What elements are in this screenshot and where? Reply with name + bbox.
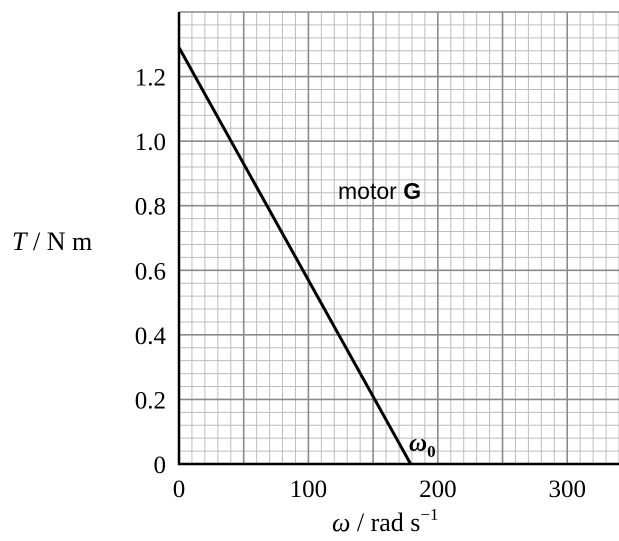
- y-axis-label-symbol: T: [12, 227, 28, 256]
- data-series: [177, 46, 412, 465]
- x-axis-label-symbol: ω: [332, 508, 350, 537]
- motor-label-prefix: motor: [338, 178, 403, 204]
- y-tick-label: 1.2: [135, 65, 166, 92]
- y-tick-label: 0.6: [135, 258, 166, 285]
- y-axis-label: T / N m: [12, 227, 92, 256]
- motor-g-line: [177, 46, 412, 465]
- x-tick-label: 0: [173, 476, 186, 503]
- motor-label-letter: G: [403, 178, 421, 204]
- x-tick-label: 200: [419, 476, 457, 503]
- omega0-symbol: ω: [409, 430, 427, 457]
- minor-grid: [179, 12, 619, 464]
- axes: [177, 12, 619, 466]
- omega0-subscript: 0: [427, 442, 436, 461]
- tick-labels: 0 100 200 300 0 0.2 0.4 0.6 0.8 1.0 1.2: [135, 65, 586, 503]
- motor-label: motor G: [338, 178, 421, 204]
- x-axis-label-exponent: −1: [420, 505, 438, 524]
- x-tick-label: 300: [548, 476, 586, 503]
- y-tick-label: 0: [154, 452, 167, 479]
- y-tick-label: 0.8: [135, 194, 166, 221]
- y-axis-label-units: / N m: [26, 227, 92, 256]
- y-tick-label: 0.2: [135, 387, 166, 414]
- x-axis-label-units: / rad s: [350, 508, 420, 537]
- y-tick-label: 1.0: [135, 129, 166, 156]
- y-tick-label: 0.4: [135, 323, 167, 350]
- x-tick-label: 100: [290, 476, 328, 503]
- omega0-label: ω0: [409, 430, 436, 461]
- x-axis-label: ω / rad s−1: [332, 505, 439, 537]
- major-grid: [179, 11, 619, 464]
